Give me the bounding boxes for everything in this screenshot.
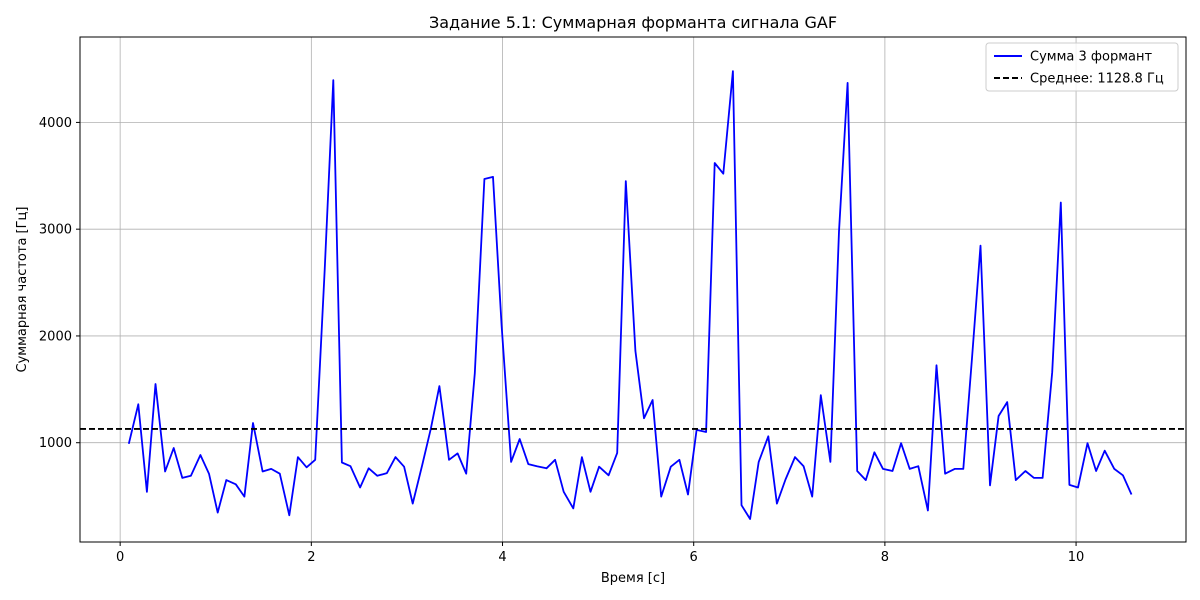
x-tick-label: 10	[1068, 550, 1085, 565]
legend-box	[985, 42, 1179, 92]
x-tick-label: 8	[881, 550, 889, 565]
x-tick-label: 2	[307, 550, 315, 565]
grid-lines	[80, 37, 1186, 542]
y-tick-label: 3000	[39, 223, 72, 238]
x-tick-label: 0	[116, 550, 124, 565]
axis-ticks: 0 2 4 6 8 10 1000 2000 3000 4000	[39, 116, 1084, 565]
x-tick-label: 4	[498, 550, 506, 565]
x-axis-label: Время [с]	[601, 571, 665, 586]
legend: Сумма 3 формант Среднее: 1128.8 Гц	[985, 42, 1179, 92]
plot-area-frame	[79, 36, 1187, 543]
y-axis-label: Суммарная частота [Гц]	[15, 207, 30, 373]
y-tick-label: 2000	[39, 329, 72, 344]
x-tick-label: 6	[690, 550, 698, 565]
legend-entry-sum: Сумма 3 формант	[1030, 50, 1152, 65]
chart-title: Задание 5.1: Суммарная форманта сигнала …	[429, 13, 837, 32]
y-tick-label: 1000	[39, 436, 72, 451]
y-tick-label: 4000	[39, 116, 72, 131]
series-layer	[80, 70, 1186, 520]
series-line-sum	[127, 70, 1133, 520]
legend-entry-mean: Среднее: 1128.8 Гц	[1030, 72, 1164, 87]
